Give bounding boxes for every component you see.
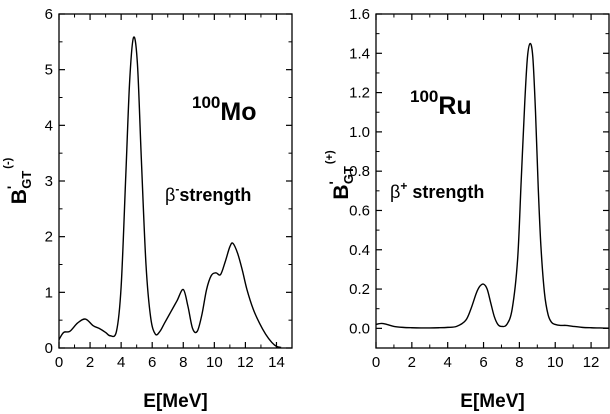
x-tick-label: 0 — [372, 354, 380, 371]
x-tick-label: 10 — [547, 354, 564, 371]
strength-label: β+ strength — [390, 179, 484, 202]
x-tick-label: 12 — [583, 354, 600, 371]
x-tick-label: 12 — [237, 354, 254, 371]
x-tick-label: 10 — [206, 354, 223, 371]
x-tick-label: 6 — [479, 354, 487, 371]
x-axis-title: E[MeV] — [460, 391, 524, 412]
y-axis-title-text: B'GT(+) — [324, 150, 356, 200]
x-tick-label: 0 — [55, 354, 63, 371]
chart-panel-2: 0 2 4 6 8 10 12 0.0 0.2 0.4 0.6 0.8 1.0 1.2 1.4 1.6 E[Me… — [324, 6, 610, 412]
y-tick-label: 0.0 — [349, 320, 370, 337]
y-tick-label: 3 — [45, 173, 53, 190]
x-tick-label: 14 — [268, 354, 285, 371]
y-axis-title: B'GT(-) — [2, 157, 34, 204]
data-series-line — [375, 42, 610, 329]
strength-label: β-strength — [165, 182, 251, 205]
y-tick-label: 0.2 — [349, 281, 370, 298]
y-axis-title-text: B'GT(-) — [2, 157, 34, 204]
x-tick-label: 6 — [148, 354, 156, 371]
y-tick-label: 0 — [45, 340, 53, 357]
y-tick-label: 0.8 — [349, 163, 370, 180]
x-tick-label: 8 — [179, 354, 187, 371]
y-tick-label: 0.4 — [349, 242, 370, 259]
y-tick-label: 1.0 — [349, 124, 370, 141]
plot-frame — [375, 13, 610, 349]
y-tick-label: 1.2 — [349, 85, 370, 102]
x-tick-label: 4 — [444, 354, 452, 371]
data-series-line — [58, 36, 282, 349]
chart-panel-1: 0 2 4 6 8 10 12 140123456E[MeV]B'GT(-)100Moβ-st… — [2, 6, 293, 412]
y-tick-label: 1 — [45, 284, 53, 301]
nucleus-label: 100Ru — [410, 87, 472, 120]
y-tick-label: 1.6 — [349, 6, 370, 23]
y-tick-label: 5 — [45, 62, 53, 79]
plot-frame — [58, 13, 293, 349]
y-tick-label: 4 — [45, 117, 53, 134]
x-tick-label: 2 — [86, 354, 94, 371]
y-tick-label: 6 — [45, 6, 53, 23]
y-tick-label: 0.6 — [349, 202, 370, 219]
x-tick-label: 2 — [408, 354, 416, 371]
nucleus-label: 100Mo — [192, 93, 256, 126]
x-tick-label: 4 — [117, 354, 125, 371]
y-tick-label: 1.4 — [349, 45, 370, 62]
y-axis-title: B'GT(+) — [324, 150, 356, 200]
x-axis-title: E[MeV] — [143, 391, 207, 412]
y-tick-label: 2 — [45, 229, 53, 246]
x-tick-label: 8 — [515, 354, 523, 371]
